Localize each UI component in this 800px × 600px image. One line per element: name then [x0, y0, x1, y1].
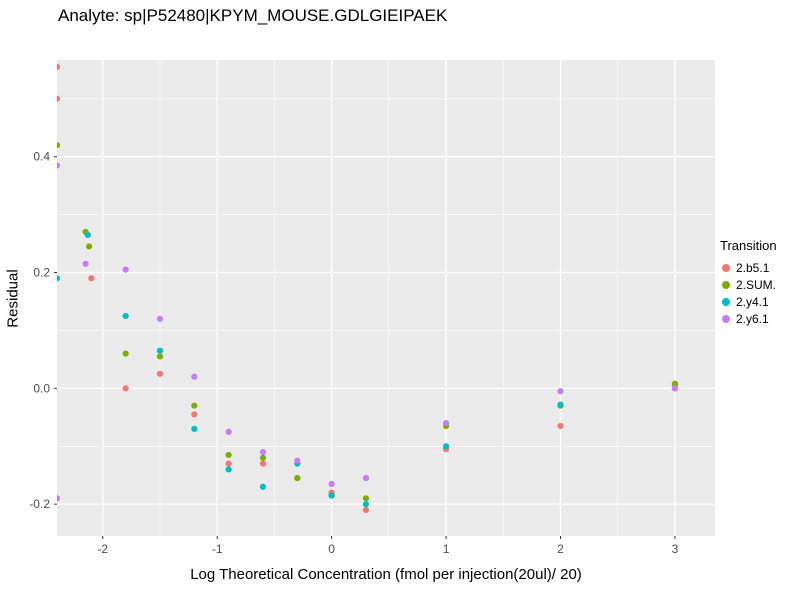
data-point-2.y6.1 — [82, 260, 89, 267]
data-point-2.y6.1 — [442, 419, 450, 427]
legend-item-label: 2.y6.1 — [736, 311, 769, 326]
data-point-2.b5.1 — [156, 370, 164, 377]
x-tick-label: -2 — [97, 542, 108, 556]
data-point-2.SUM. — [362, 495, 370, 502]
x-tick-label: 3 — [672, 542, 679, 556]
y-axis-label: Residual — [4, 269, 22, 328]
data-point-2.y6.1 — [362, 474, 370, 482]
data-point-2.SUM. — [294, 474, 301, 482]
data-point-2.SUM. — [85, 243, 93, 250]
data-point-2.y6.1 — [671, 385, 679, 392]
legend-key-dot — [722, 263, 730, 272]
legend-key-dot — [722, 297, 730, 306]
x-axis-label: Log Theoretical Concentration (fmol per … — [190, 566, 582, 583]
legend-item-label: 2.b5.1 — [736, 260, 770, 275]
data-point-2.y4.1 — [84, 231, 91, 238]
x-tick-label: 2 — [557, 542, 564, 556]
data-point-2.y4.1 — [557, 401, 564, 408]
data-point-2.b5.1 — [557, 422, 564, 430]
data-point-2.y6.1 — [225, 428, 232, 435]
data-point-2.SUM. — [57, 142, 61, 149]
x-tick-label: -1 — [212, 542, 223, 556]
legend-item: 2.y4.1 — [720, 293, 798, 310]
data-point-2.y4.1 — [156, 347, 164, 354]
legend-item: 2.SUM. — [720, 276, 798, 293]
data-point-2.b5.1 — [88, 275, 95, 282]
data-point-2.y4.1 — [328, 492, 335, 499]
data-point-2.y4.1 — [191, 425, 198, 432]
legend-items: 2.b5.1 2.SUM. 2.y4.1 2.y6.1 — [720, 259, 798, 327]
data-point-2.y6.1 — [156, 315, 164, 322]
legend-key-dot — [722, 314, 730, 323]
legend-item: 2.b5.1 — [720, 259, 798, 276]
data-point-2.y6.1 — [328, 480, 335, 487]
data-point-2.b5.1 — [57, 95, 61, 102]
legend-key-dot — [722, 280, 730, 289]
data-point-2.SUM. — [671, 380, 679, 387]
data-point-2.SUM. — [122, 350, 129, 357]
data-point-2.y6.1 — [122, 266, 129, 273]
y-tick-label: 0.2 — [33, 266, 50, 280]
data-point-2.y6.1 — [191, 373, 198, 380]
points-layer — [57, 63, 679, 514]
data-point-2.SUM. — [156, 353, 164, 360]
data-point-2.y6.1 — [57, 495, 61, 502]
y-tick-label: 0.0 — [33, 381, 50, 395]
legend-title: Transition — [720, 238, 777, 253]
legend-item: 2.y6.1 — [720, 310, 798, 327]
panel-background — [57, 60, 715, 536]
data-point-2.y6.1 — [57, 162, 61, 169]
legend-item-label: 2.SUM. — [736, 277, 777, 292]
data-point-2.b5.1 — [259, 460, 267, 467]
data-point-2.SUM. — [259, 454, 267, 461]
data-point-2.y6.1 — [557, 388, 564, 395]
data-point-2.y4.1 — [259, 483, 267, 490]
data-point-2.y4.1 — [57, 275, 61, 282]
chart-title: Analyte: sp|P52480|KPYM_MOUSE.GDLGIEIPAE… — [58, 6, 448, 25]
data-point-2.b5.1 — [191, 411, 198, 418]
data-point-2.b5.1 — [57, 63, 61, 71]
legend: Transition 2.b5.1 2.SUM. 2.y4.1 2.y6.1 — [720, 238, 798, 327]
data-point-2.SUM. — [225, 451, 232, 459]
legend-item-label: 2.y4.1 — [736, 294, 769, 309]
data-point-2.y4.1 — [362, 501, 370, 508]
y-tick-label: -0.2 — [29, 497, 50, 511]
data-point-2.y4.1 — [442, 443, 450, 450]
data-point-2.y4.1 — [225, 466, 232, 473]
data-point-2.b5.1 — [225, 460, 232, 467]
data-point-2.SUM. — [191, 402, 198, 409]
data-point-2.y6.1 — [294, 457, 301, 464]
data-point-2.b5.1 — [122, 385, 129, 392]
y-tick-label: 0.4 — [33, 150, 50, 164]
x-tick-label: 0 — [328, 542, 335, 556]
data-point-2.y4.1 — [122, 312, 129, 320]
data-point-2.y6.1 — [259, 448, 267, 456]
x-tick-label: 1 — [443, 542, 450, 556]
data-point-2.b5.1 — [362, 506, 370, 514]
